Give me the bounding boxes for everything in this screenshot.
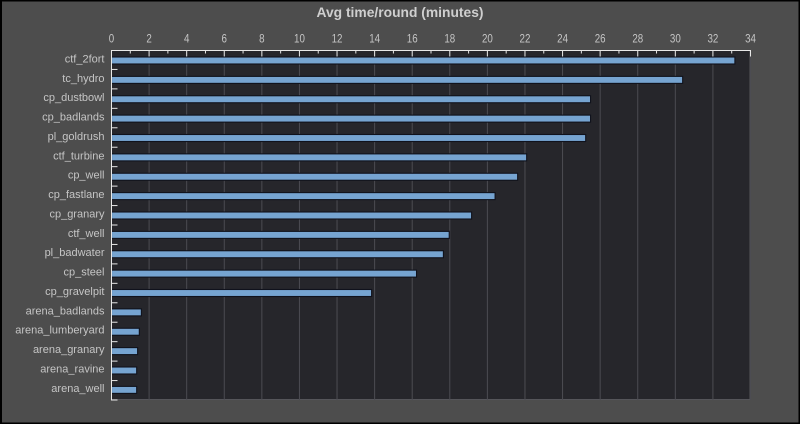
svg-text:arena_granary: arena_granary — [33, 344, 105, 356]
svg-text:cp_well: cp_well — [68, 170, 105, 182]
svg-text:4: 4 — [184, 33, 189, 46]
svg-text:32: 32 — [707, 33, 718, 46]
svg-text:arena_ravine: arena_ravine — [40, 363, 104, 375]
svg-text:34: 34 — [745, 33, 756, 46]
svg-text:cp_fastlane: cp_fastlane — [48, 189, 104, 201]
svg-text:24: 24 — [557, 33, 568, 46]
svg-text:arena_badlands: arena_badlands — [26, 305, 105, 317]
svg-text:pl_goldrush: pl_goldrush — [48, 131, 105, 143]
svg-text:arena_lumberyard: arena_lumberyard — [15, 325, 104, 337]
svg-text:cp_steel: cp_steel — [64, 267, 105, 279]
svg-text:22: 22 — [520, 33, 531, 46]
svg-text:cp_badlands: cp_badlands — [42, 112, 105, 124]
svg-text:ctf_2fort: ctf_2fort — [65, 53, 105, 65]
svg-text:cp_dustbowl: cp_dustbowl — [43, 92, 104, 104]
svg-text:2: 2 — [146, 33, 151, 46]
svg-text:28: 28 — [632, 33, 643, 46]
svg-text:20: 20 — [482, 33, 493, 46]
svg-text:arena_well: arena_well — [51, 383, 104, 395]
svg-text:ctf_turbine: ctf_turbine — [53, 150, 104, 162]
svg-text:30: 30 — [670, 33, 681, 46]
svg-text:Avg time/round (minutes): Avg time/round (minutes) — [317, 5, 484, 20]
svg-text:6: 6 — [222, 33, 227, 46]
svg-text:ctf_well: ctf_well — [68, 228, 105, 240]
svg-text:tc_hydro: tc_hydro — [62, 73, 104, 85]
svg-text:0: 0 — [109, 33, 114, 46]
svg-text:10: 10 — [294, 33, 305, 46]
svg-text:26: 26 — [595, 33, 606, 46]
svg-text:pl_badwater: pl_badwater — [45, 247, 105, 259]
svg-text:18: 18 — [444, 33, 455, 46]
svg-text:8: 8 — [259, 33, 264, 46]
svg-text:16: 16 — [407, 33, 418, 46]
svg-text:cp_gravelpit: cp_gravelpit — [45, 286, 104, 298]
svg-text:cp_granary: cp_granary — [49, 208, 105, 220]
svg-text:12: 12 — [332, 33, 343, 46]
svg-text:14: 14 — [369, 33, 380, 46]
